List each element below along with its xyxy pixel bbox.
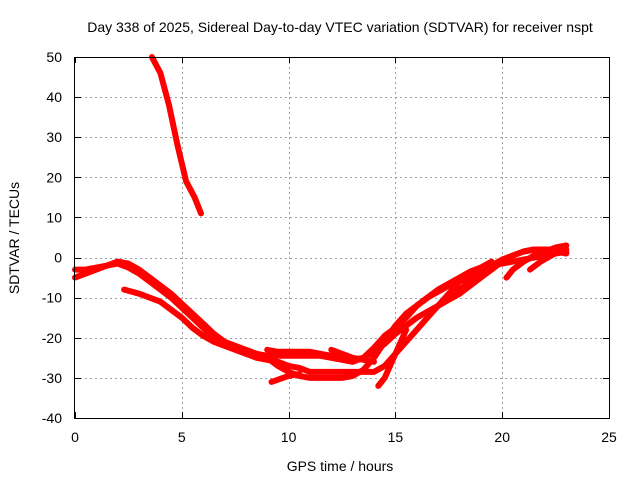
y-tick-label: -30 <box>42 370 62 386</box>
y-tick-label: 40 <box>46 89 62 105</box>
axis-ticks <box>75 57 610 419</box>
y-tick-label: 10 <box>46 209 62 225</box>
x-tick-label: 25 <box>601 429 617 445</box>
x-tick-label: 5 <box>178 429 186 445</box>
series-line-arc-10 <box>503 242 570 281</box>
chart-title: Day 338 of 2025, Sidereal Day-to-day VTE… <box>87 19 593 35</box>
x-axis-label: GPS time / hours <box>287 458 394 474</box>
x-tick-labels: 0 5 10 15 20 25 <box>71 429 617 445</box>
y-tick-label: -10 <box>42 290 62 306</box>
series-line-arc-11 <box>527 246 565 273</box>
y-tick-label: 20 <box>46 169 62 185</box>
y-tick-label: 30 <box>46 129 62 145</box>
series-line-arc-9 <box>435 258 495 309</box>
x-tick-label: 15 <box>388 429 404 445</box>
x-tick-label: 10 <box>281 429 297 445</box>
x-tick-label: 20 <box>494 429 510 445</box>
y-tick-label: 0 <box>54 250 62 266</box>
y-axis-label: SDTVAR / TECUs <box>6 182 22 294</box>
y-tick-label: -20 <box>42 330 62 346</box>
y-tick-label: 50 <box>46 49 62 65</box>
data-series <box>72 54 570 389</box>
y-tick-label: -40 <box>42 410 62 426</box>
series-line-arc-8 <box>375 326 410 389</box>
series-line-arc-6 <box>268 370 303 385</box>
x-tick-label: 0 <box>71 429 79 445</box>
series-line-arc-7 <box>328 346 377 365</box>
gridlines <box>75 57 609 418</box>
plot-frame <box>74 57 610 419</box>
series-line-arc-5 <box>264 246 570 363</box>
y-tick-labels: -40 -30 -20 -10 0 10 20 30 40 50 <box>42 49 62 426</box>
series-line-arc-1 <box>148 54 204 217</box>
